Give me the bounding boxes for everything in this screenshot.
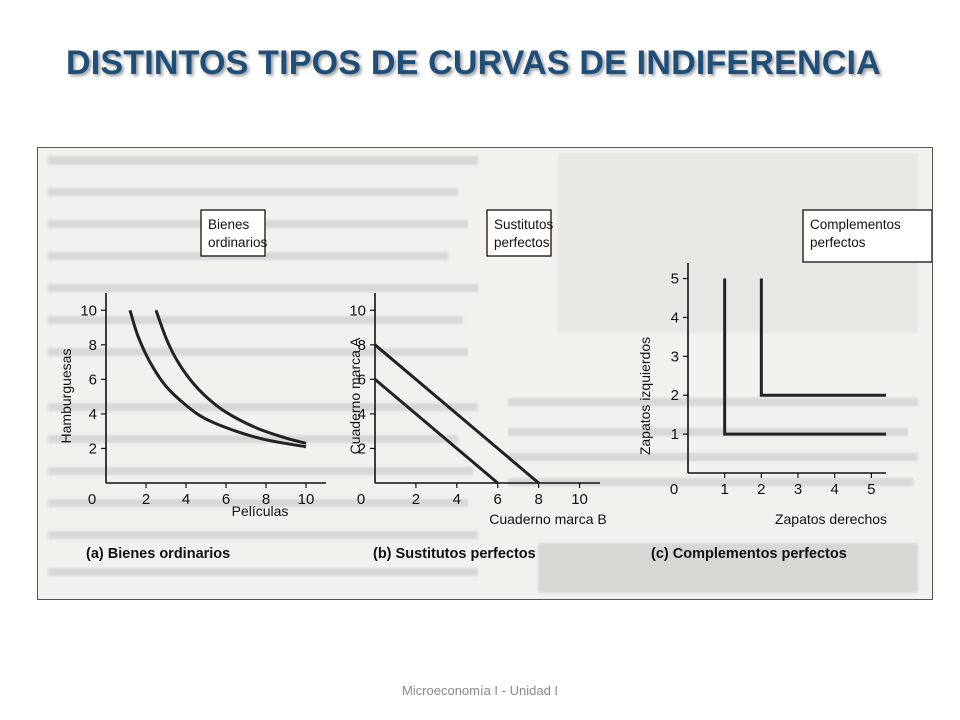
y-axis-label: Zapatos izquierdos: [637, 337, 653, 455]
chart-panel-3: 0 1 2 3 4 5 1 2 3 4 5 Zapatos derechos Zapatos izqui…: [637, 209, 932, 562]
legend-box-text: Complementos: [810, 217, 901, 232]
background-scan-texture: [48, 153, 918, 593]
indifference-curve-2: [759, 278, 886, 397]
y-tick-label: 8: [358, 337, 366, 354]
x-tick-label: 0: [357, 491, 365, 508]
y-tick-label: 2: [671, 387, 679, 404]
x-tick-label: 10: [571, 491, 588, 508]
y-tick-label: 5: [671, 271, 679, 288]
x-tick-label: 6: [494, 491, 502, 508]
x-axis-label: Cuaderno marca B: [489, 511, 607, 527]
legend-box-text: Sustitutos: [494, 217, 554, 232]
indifference-curve-1: [128, 309, 307, 449]
x-tick-label: 2: [412, 491, 420, 508]
x-axis-label: Zapatos derechos: [775, 511, 887, 527]
panel-caption: (c) Complementos perfectos: [651, 546, 847, 562]
y-tick-label: 1: [671, 426, 679, 443]
x-tick-label: 0: [88, 491, 96, 508]
indifference-curves-figure: 0 2 4 6 8 10 2 4 6 8 10 Películas Hamburguesas Bienes…: [37, 147, 933, 600]
x-axis-label: Películas: [232, 503, 289, 519]
panel-caption: (b) Sustitutos perfectos: [373, 546, 536, 562]
x-tick-label: 1: [720, 481, 728, 498]
y-tick-label: 2: [89, 440, 97, 457]
y-axis-label: Hamburguesas: [58, 349, 74, 444]
x-tick-label: 4: [182, 491, 190, 508]
y-tick-label: 4: [89, 406, 97, 423]
legend-box-text: Bienes: [208, 217, 250, 232]
indifference-curve-1: [374, 378, 499, 485]
x-tick-label: 5: [867, 481, 875, 498]
y-tick-label: 10: [80, 302, 97, 319]
y-tick-label: 6: [89, 371, 97, 388]
legend-box-text: perfectos: [810, 235, 866, 250]
indifference-curve-2: [374, 343, 540, 485]
indifference-curve-1: [723, 278, 886, 436]
y-tick-label: 3: [671, 348, 679, 365]
legend-box: [486, 209, 552, 257]
y-axis-label: Cuaderno marca A: [347, 337, 363, 454]
legend-box: [200, 209, 266, 257]
slide-footer: Microeconomía I - Unidad I: [401, 683, 559, 698]
x-tick-label: 0: [670, 481, 678, 498]
y-tick-label: 10: [349, 302, 366, 319]
chart-panel-1: 0 2 4 6 8 10 2 4 6 8 10 Películas Hamburguesas Bienes…: [58, 209, 326, 562]
x-tick-label: 3: [794, 481, 802, 498]
y-tick-label: 4: [671, 309, 679, 326]
x-tick-label: 2: [142, 491, 150, 508]
legend-box-text: perfectos: [494, 235, 550, 250]
x-tick-label: 8: [262, 491, 270, 508]
panel-caption: (a) Bienes ordinarios: [86, 546, 230, 562]
x-tick-label: 4: [830, 481, 838, 498]
y-tick-label: 8: [89, 337, 97, 354]
legend-box: [802, 209, 932, 263]
slide-title: DISTINTOS TIPOS DE CURVAS DE INDIFERENCI…: [66, 44, 881, 82]
charts-svg: 0 2 4 6 8 10246810PelículasHamburguesasBienes…: [48, 153, 932, 593]
y-tick-label: 2: [358, 440, 366, 457]
legend-box-text: ordinarios: [208, 235, 268, 250]
x-tick-label: 8: [534, 491, 542, 508]
indifference-curve-2: [154, 309, 307, 445]
x-tick-label: 4: [453, 491, 461, 508]
chart-panel-2: 0 2 4 6 8 10 2 4 6 8 10 Cuaderno marca B Cuaderno ma…: [347, 209, 607, 562]
x-tick-label: 6: [222, 491, 230, 508]
y-tick-label: 6: [358, 371, 366, 388]
x-tick-label: 10: [298, 491, 315, 508]
y-tick-label: 4: [358, 406, 366, 423]
x-tick-label: 2: [757, 481, 765, 498]
